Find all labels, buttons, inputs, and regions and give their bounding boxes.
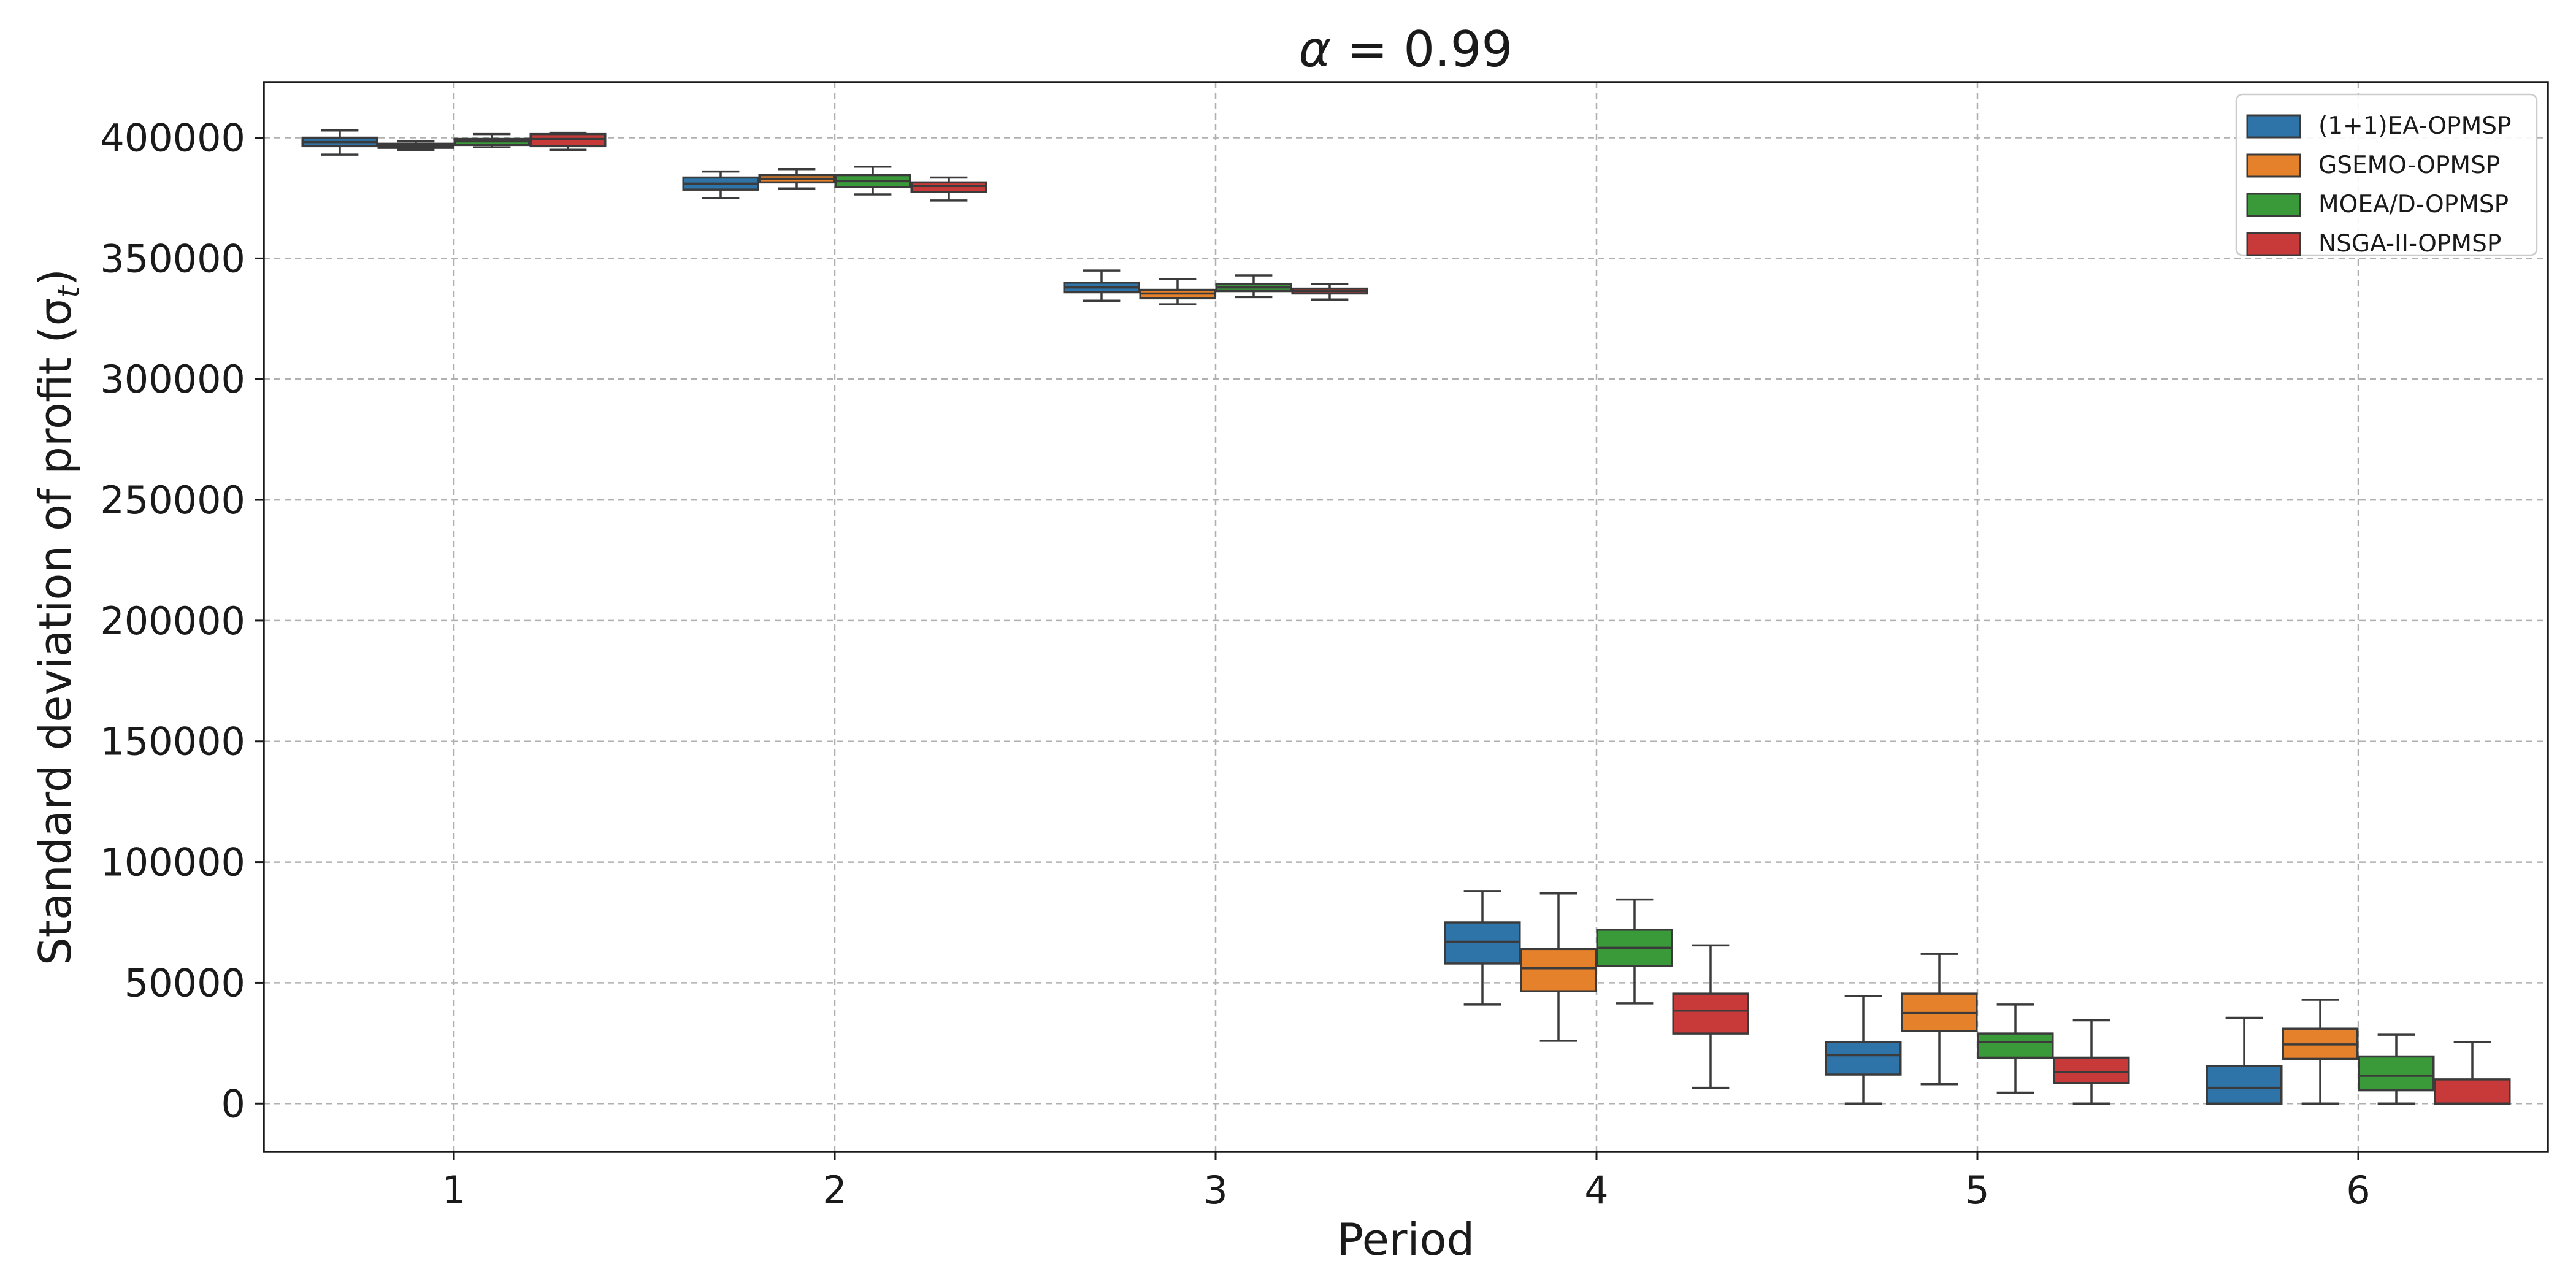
y-tick-label: 400000 — [100, 116, 245, 161]
y-tick-label: 300000 — [100, 357, 245, 402]
box-plot-item — [910, 176, 987, 202]
y-tick-label: 0 — [221, 1081, 245, 1126]
box-plot-item — [2434, 1041, 2511, 1105]
legend-item: GSEMO-OPMSP — [2246, 151, 2500, 179]
legend-item: NSGA-II-OPMSP — [2246, 230, 2501, 258]
x-tick-label: 6 — [2346, 1168, 2370, 1213]
iqr-box — [2434, 1078, 2511, 1105]
box-plot-item — [1596, 898, 1673, 1005]
box-plot-item — [2053, 1019, 2130, 1105]
y-tick-label: 200000 — [100, 599, 245, 643]
box-plot-item — [758, 167, 835, 190]
series-group — [377, 140, 2359, 1105]
box-plot-item — [377, 140, 454, 151]
box-plot-item — [453, 132, 531, 149]
chart-title: α = 0.99 — [1299, 21, 1513, 78]
x-axis-label: Period — [1337, 1214, 1475, 1265]
x-tick-label: 3 — [1203, 1168, 1227, 1213]
legend-frame — [2235, 93, 2538, 256]
box-plot-item — [2206, 1016, 2283, 1105]
iqr-box — [910, 181, 987, 193]
x-tick-label: 1 — [442, 1168, 466, 1213]
box-plot-item — [1139, 278, 1216, 305]
series-group — [529, 131, 2511, 1105]
legend-swatch — [2246, 232, 2301, 256]
box-plot-item — [301, 129, 378, 156]
legend-label: MOEA/D-OPMSP — [2318, 191, 2509, 218]
y-axis-label: Standard deviation of profit (σt) — [29, 269, 86, 965]
iqr-box — [1977, 1032, 2054, 1059]
box-plot-item — [1291, 282, 1368, 301]
series-group — [453, 132, 2435, 1105]
box-plot-item — [1825, 995, 1902, 1105]
box-plot-item — [1063, 269, 1140, 302]
x-tick-label: 5 — [1965, 1168, 1989, 1213]
box-plot-item — [682, 170, 759, 199]
iqr-box — [1444, 921, 1521, 965]
box-plot-item — [1672, 944, 1749, 1089]
legend-swatch — [2246, 193, 2301, 217]
legend-item: MOEA/D-OPMSP — [2246, 191, 2509, 218]
grid-lines — [264, 82, 2548, 1152]
iqr-box — [1825, 1041, 1902, 1076]
legend: (1+1)EA-OPMSP GSEMO-OPMSP MOEA/D-OPMSP NSGA… — [2235, 93, 2538, 258]
y-tick-label: 50000 — [125, 960, 245, 1005]
iqr-box — [2358, 1055, 2435, 1092]
series-group — [301, 129, 2283, 1105]
y-axis-ticks: 0 50000 100000 150000 200000 250000 300000 3500… — [100, 116, 264, 1126]
legend-item: (1+1)EA-OPMSP — [2246, 112, 2512, 140]
box-plot-item — [2282, 999, 2359, 1105]
x-axis-ticks: 1 2 3 4 5 6 — [442, 1152, 2371, 1213]
box-plot-item — [1215, 274, 1292, 299]
plot-frame — [263, 81, 2549, 1153]
box-plot-item — [2358, 1033, 2435, 1105]
x-tick-label: 4 — [1584, 1168, 1608, 1213]
iqr-box — [2206, 1065, 2283, 1105]
box-plot-item — [1977, 1003, 2054, 1094]
box-plot-series — [301, 129, 2511, 1105]
y-tick-label: 150000 — [100, 719, 245, 764]
y-tick-label: 250000 — [100, 478, 245, 523]
iqr-box — [1672, 992, 1749, 1035]
iqr-box — [2053, 1056, 2130, 1084]
box-plot-item — [1520, 892, 1597, 1042]
box-plot-item — [529, 131, 607, 151]
x-tick-label: 2 — [822, 1168, 846, 1213]
box-plot-item — [834, 166, 911, 196]
legend-label: NSGA-II-OPMSP — [2318, 230, 2501, 258]
legend-label: GSEMO-OPMSP — [2318, 151, 2500, 179]
legend-label: (1+1)EA-OPMSP — [2318, 112, 2512, 140]
box-plot-item — [1444, 890, 1521, 1006]
iqr-box — [529, 132, 607, 148]
iqr-box — [1520, 948, 1597, 992]
legend-swatch — [2246, 153, 2301, 178]
legend-swatch — [2246, 114, 2301, 139]
y-tick-label: 350000 — [100, 236, 245, 281]
box-plot-item — [1901, 953, 1978, 1086]
y-tick-label: 100000 — [100, 840, 245, 885]
